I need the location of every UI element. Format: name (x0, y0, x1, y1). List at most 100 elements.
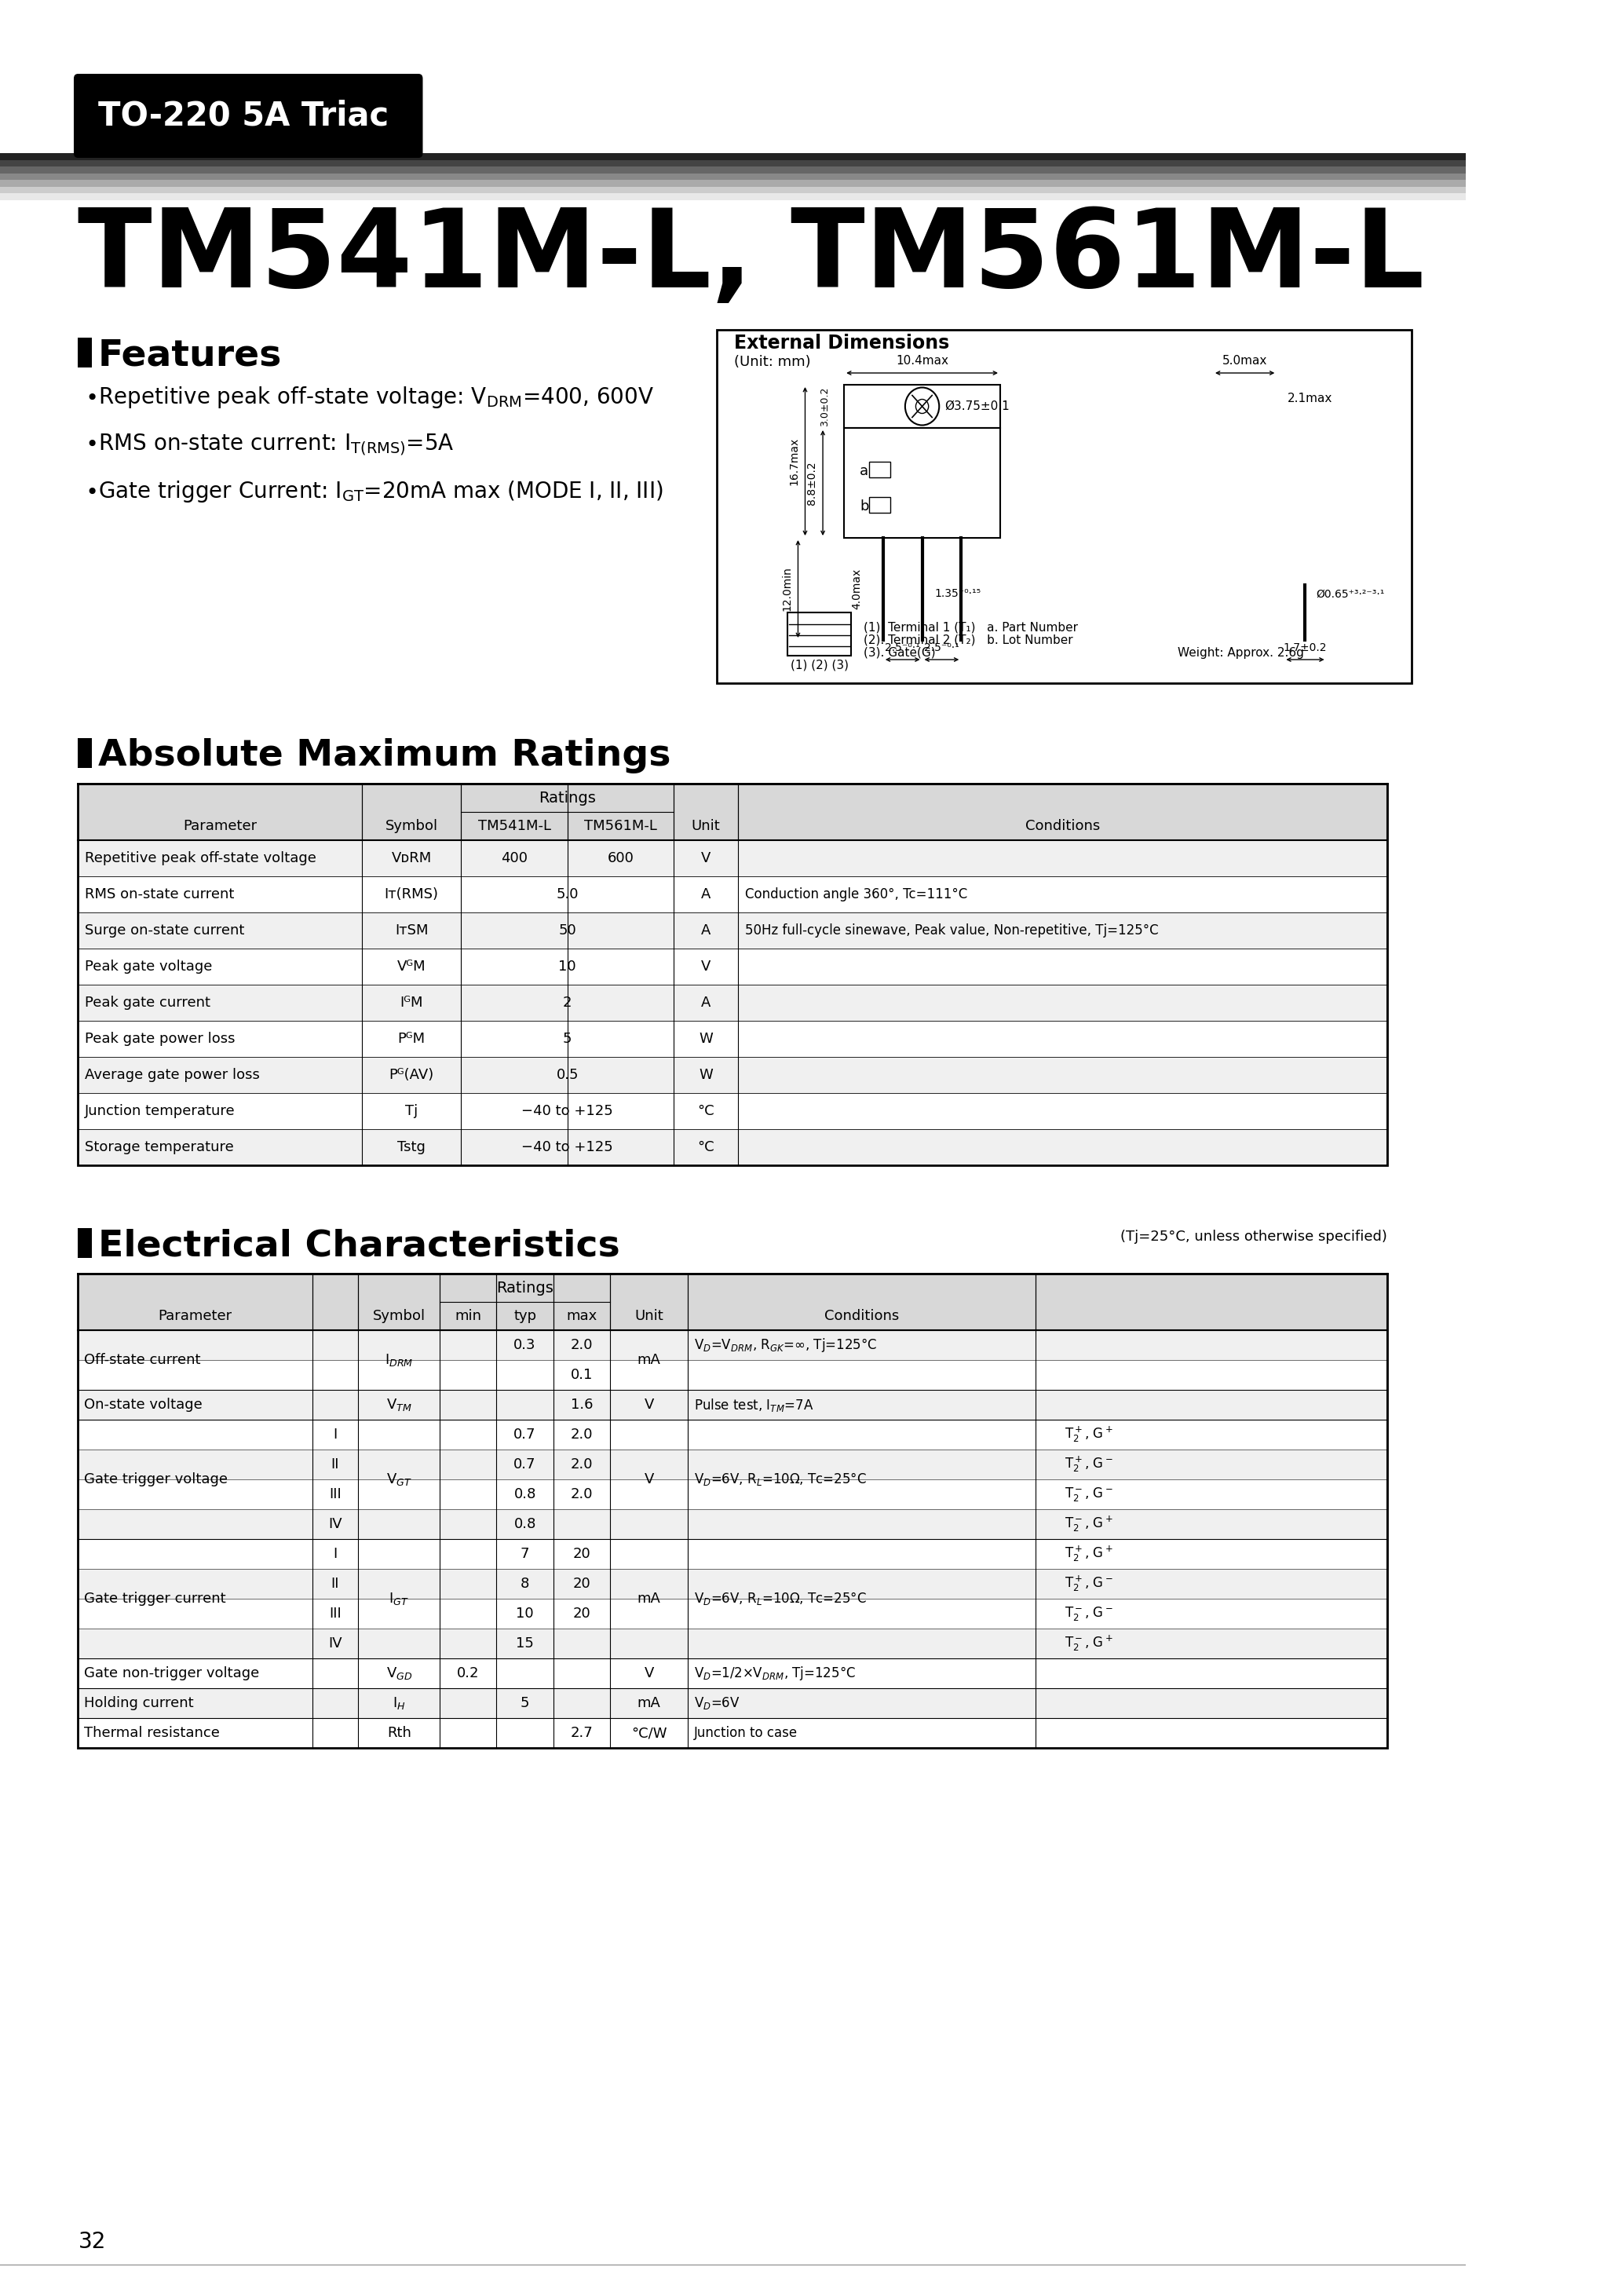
Text: Pᴳ(AV): Pᴳ(AV) (389, 1068, 435, 1081)
Text: V$_D$=6V: V$_D$=6V (694, 1694, 740, 1711)
Bar (78, 1130, 1387, 1166)
Text: Gate trigger voltage: Gate trigger voltage (84, 1472, 227, 1486)
Bar (78, 1274, 1387, 1747)
Text: 2.7: 2.7 (571, 1727, 594, 1740)
Bar (78, 1419, 1387, 1449)
Bar (78, 1093, 1387, 1130)
Text: 0.5: 0.5 (556, 1068, 579, 1081)
Text: Thermal resistance: Thermal resistance (84, 1727, 219, 1740)
Bar (78, 1568, 1387, 1598)
Bar (78, 1538, 1387, 1568)
Bar (78, 985, 1387, 1022)
Text: (1) (2) (3): (1) (2) (3) (790, 659, 848, 670)
Text: VᴅRM: VᴅRM (391, 852, 431, 866)
Text: Unit: Unit (691, 820, 720, 833)
Text: Ø3.75±0.1: Ø3.75±0.1 (946, 400, 1011, 413)
Bar (0, 154, 1466, 161)
Bar (0, 161, 1466, 168)
Text: VᴳM: VᴳM (397, 960, 427, 974)
Text: 0.2: 0.2 (457, 1667, 480, 1681)
Text: 8.8±0.2: 8.8±0.2 (806, 461, 817, 505)
Text: T$_2^-$, G$^-$: T$_2^-$, G$^-$ (1064, 1486, 1113, 1504)
Text: −40 to +125: −40 to +125 (522, 1141, 613, 1155)
Text: Features: Features (97, 338, 282, 372)
Text: 20: 20 (573, 1577, 590, 1591)
Text: IV: IV (328, 1518, 342, 1531)
Text: Pulse test, I$_{TM}$=7A: Pulse test, I$_{TM}$=7A (694, 1396, 813, 1412)
Text: V: V (644, 1398, 654, 1412)
FancyBboxPatch shape (73, 73, 423, 158)
Text: T$_2^+$, G$^-$: T$_2^+$, G$^-$ (1064, 1575, 1113, 1593)
Text: V$_D$=6V, R$_L$=10Ω, Tc=25°C: V$_D$=6V, R$_L$=10Ω, Tc=25°C (694, 1591, 866, 1607)
Bar (78, 1389, 1387, 1419)
Text: IV: IV (328, 1637, 342, 1651)
Text: V: V (701, 960, 710, 974)
Text: III: III (329, 1488, 341, 1502)
Text: mA: mA (637, 1591, 660, 1605)
Text: I$_H$: I$_H$ (393, 1694, 406, 1711)
Text: Peak gate voltage: Peak gate voltage (84, 960, 212, 974)
Text: Conditions: Conditions (1025, 820, 1100, 833)
Text: Parameter: Parameter (183, 820, 256, 833)
Text: $\bullet$Repetitive peak off-state voltage: V$_{\mathregular{DRM}}$=400, 600V: $\bullet$Repetitive peak off-state volta… (84, 386, 654, 411)
Bar (0, 168, 1466, 172)
Text: 2.5⁻⁰·¹: 2.5⁻⁰·¹ (886, 643, 920, 654)
Text: max: max (566, 1309, 597, 1322)
Text: a: a (860, 464, 868, 478)
Text: Conditions: Conditions (824, 1309, 899, 1322)
Text: −40 to +125: −40 to +125 (522, 1104, 613, 1118)
Bar (78, 1717, 1387, 1747)
Text: 2.0: 2.0 (571, 1339, 594, 1352)
Bar (78, 1056, 1387, 1093)
Bar (78, 1598, 1387, 1628)
Text: I: I (333, 1548, 337, 1561)
Text: III: III (329, 1607, 341, 1621)
Text: 3.0±0.2: 3.0±0.2 (819, 386, 830, 427)
Text: 5.0: 5.0 (556, 886, 579, 902)
Text: A: A (701, 923, 710, 937)
Text: V$_{GT}$: V$_{GT}$ (386, 1472, 412, 1488)
Text: 16.7max: 16.7max (788, 436, 800, 484)
Text: 10: 10 (516, 1607, 534, 1621)
Text: 20: 20 (573, 1607, 590, 1621)
Text: 4.0max: 4.0max (852, 569, 863, 608)
Text: II: II (331, 1577, 339, 1591)
Text: 12.0min: 12.0min (782, 567, 792, 611)
Text: Off-state current: Off-state current (84, 1352, 200, 1366)
Text: 8: 8 (521, 1577, 529, 1591)
Text: T$_2^+$, G$^+$: T$_2^+$, G$^+$ (1064, 1545, 1113, 1564)
Bar (869, 461, 890, 478)
Text: 2.0: 2.0 (571, 1428, 594, 1442)
Bar (78, 1228, 92, 1258)
Text: T$_2^+$, G$^+$: T$_2^+$, G$^+$ (1064, 1426, 1113, 1444)
Bar (78, 1658, 1387, 1688)
Text: V$_D$=1/2×V$_{DRM}$, Tj=125°C: V$_D$=1/2×V$_{DRM}$, Tj=125°C (694, 1665, 855, 1683)
Text: V: V (701, 852, 710, 866)
Text: Iᴛ(RMS): Iᴛ(RMS) (384, 886, 438, 902)
Bar (869, 496, 890, 512)
Text: Storage temperature: Storage temperature (84, 1141, 234, 1155)
Text: mA: mA (637, 1697, 660, 1711)
Text: Junction to case: Junction to case (694, 1727, 798, 1740)
Text: (1). Terminal 1 (T₁)   a. Part Number: (1). Terminal 1 (T₁) a. Part Number (865, 622, 1079, 634)
Text: A: A (701, 996, 710, 1010)
Text: $\bullet$Gate trigger Current: I$_{\mathregular{GT}}$=20mA max (MODE I, II, III): $\bullet$Gate trigger Current: I$_{\math… (84, 480, 663, 505)
Text: 0.8: 0.8 (514, 1488, 535, 1502)
Text: 0.3: 0.3 (514, 1339, 537, 1352)
Text: Conduction angle 360°, Tc=111°C: Conduction angle 360°, Tc=111°C (744, 886, 967, 902)
Text: TM541M-L, TM561M-L: TM541M-L, TM561M-L (78, 204, 1424, 310)
Text: 7: 7 (521, 1548, 529, 1561)
Text: RMS on-state current: RMS on-state current (84, 886, 235, 902)
Text: 1.7±0.2: 1.7±0.2 (1283, 643, 1327, 654)
Text: Symbol: Symbol (384, 820, 438, 833)
Text: Average gate power loss: Average gate power loss (84, 1068, 260, 1081)
Text: 0.1: 0.1 (571, 1368, 592, 1382)
Text: TM541M-L: TM541M-L (478, 820, 551, 833)
Text: 5: 5 (521, 1697, 529, 1711)
Bar (0, 193, 1466, 200)
Text: 2.0: 2.0 (571, 1458, 594, 1472)
Text: Electrical Characteristics: Electrical Characteristics (97, 1228, 620, 1263)
Text: V$_D$=V$_{DRM}$, R$_{GK}$=∞, Tj=125°C: V$_D$=V$_{DRM}$, R$_{GK}$=∞, Tj=125°C (694, 1336, 878, 1355)
Text: 400: 400 (501, 852, 527, 866)
Bar (78, 840, 1387, 877)
